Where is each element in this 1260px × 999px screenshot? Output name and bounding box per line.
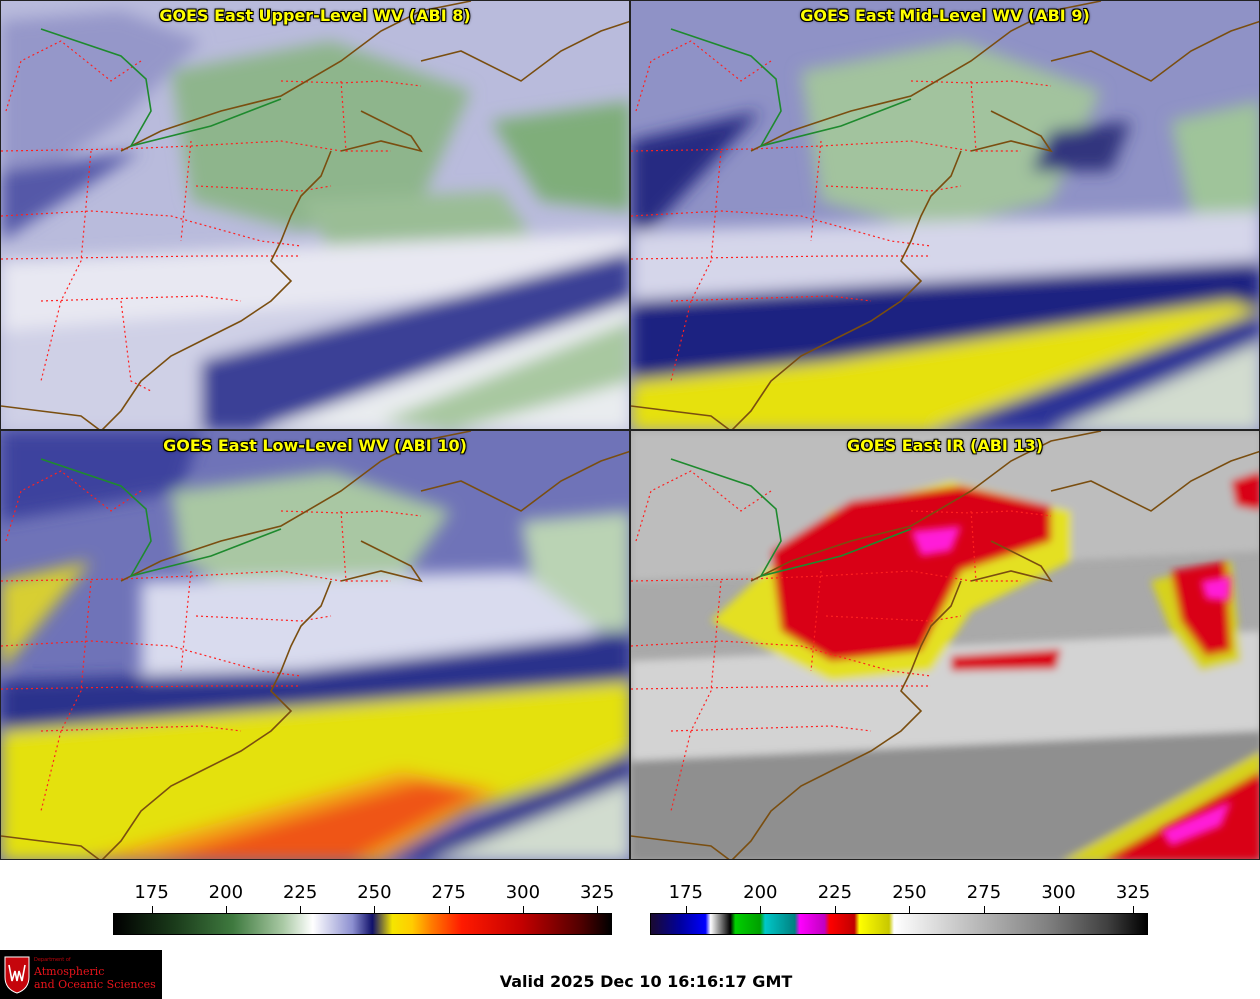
state-borders xyxy=(1,40,422,392)
mid-level-wv-title: GOES East Mid-Level WV (ABI 9) xyxy=(800,6,1090,25)
ir-tick-mark xyxy=(983,906,985,913)
state-borders xyxy=(1,470,422,812)
ir-title: GOES East IR (ABI 13) xyxy=(846,436,1044,455)
ir-tick-mark xyxy=(685,906,687,913)
ir-tick-mark xyxy=(1133,906,1135,913)
logo-dept-text: Department of xyxy=(34,957,71,963)
coastline xyxy=(1,1,629,429)
ir-tick-label: 250 xyxy=(892,882,927,903)
ir-tick-mark xyxy=(834,906,836,913)
coastline xyxy=(631,431,1259,859)
wv-tick-label: 250 xyxy=(357,882,392,903)
ir-tick-mark xyxy=(1058,906,1060,913)
wv-tick-mark xyxy=(374,906,376,913)
coastline xyxy=(1,431,629,859)
ir-panel: GOES East IR (ABI 13) xyxy=(630,430,1260,860)
upper-level-wv-title: GOES East Upper-Level WV (ABI 8) xyxy=(159,6,471,25)
logo-line-1: Atmospheric xyxy=(34,965,105,978)
ir-tick-label: 200 xyxy=(743,882,778,903)
coastline xyxy=(631,1,1259,429)
international-border xyxy=(40,28,282,148)
ir-tick-mark xyxy=(909,906,911,913)
aos-logo: Department of Atmospheric and Oceanic Sc… xyxy=(0,950,162,999)
low-level-wv-title: GOES East Low-Level WV (ABI 10) xyxy=(163,436,467,455)
low-level-wv-panel: GOES East Low-Level WV (ABI 10) xyxy=(0,430,630,860)
wv-colorbar-gradient xyxy=(113,913,612,935)
ir-tick-label: 275 xyxy=(966,882,1002,903)
wv-tick-label: 175 xyxy=(134,882,169,903)
wv-tick-label: 275 xyxy=(431,882,466,903)
ir-colorbar: 175 200 225 250 275 300 325 xyxy=(650,870,1151,940)
wv-tick-mark xyxy=(300,906,302,913)
valid-time-label: Valid 2025 Dec 10 16:16:17 GMT xyxy=(499,972,793,991)
wv-tick-label: 300 xyxy=(505,882,541,903)
wv-tick-label: 200 xyxy=(208,882,244,903)
mid-level-wv-panel: GOES East Mid-Level WV (ABI 9) xyxy=(630,0,1260,430)
wv-tick-mark xyxy=(448,906,450,913)
ir-tick-mark xyxy=(760,906,762,913)
state-borders xyxy=(631,40,1052,382)
wv-tick-label: 325 xyxy=(579,882,615,903)
wv-tick-mark xyxy=(522,906,524,913)
wv-colorbar: 175 200 225 250 275 300 325 xyxy=(113,870,615,940)
international-border xyxy=(40,458,282,578)
ir-tick-label: 175 xyxy=(668,882,703,903)
uw-crest-icon xyxy=(4,956,30,994)
ir-colorbar-gradient xyxy=(650,913,1148,935)
wv-tick-mark xyxy=(597,906,599,913)
upper-level-wv-panel: GOES East Upper-Level WV (ABI 8) xyxy=(0,0,630,430)
ir-tick-label: 225 xyxy=(817,882,853,903)
wv-tick-mark xyxy=(225,906,227,913)
wv-tick-mark xyxy=(151,906,153,913)
logo-line-2: and Oceanic Sciences xyxy=(34,978,156,991)
international-border xyxy=(670,28,912,148)
wv-tick-label: 225 xyxy=(282,882,318,903)
ir-image xyxy=(631,431,1259,859)
ir-tick-label: 325 xyxy=(1115,882,1151,903)
international-border xyxy=(670,458,912,578)
mid-level-wv-image xyxy=(631,1,1259,429)
low-level-wv-image xyxy=(1,431,629,859)
ir-tick-label: 300 xyxy=(1041,882,1076,903)
upper-level-wv-image xyxy=(1,1,629,429)
state-borders xyxy=(631,470,1052,812)
